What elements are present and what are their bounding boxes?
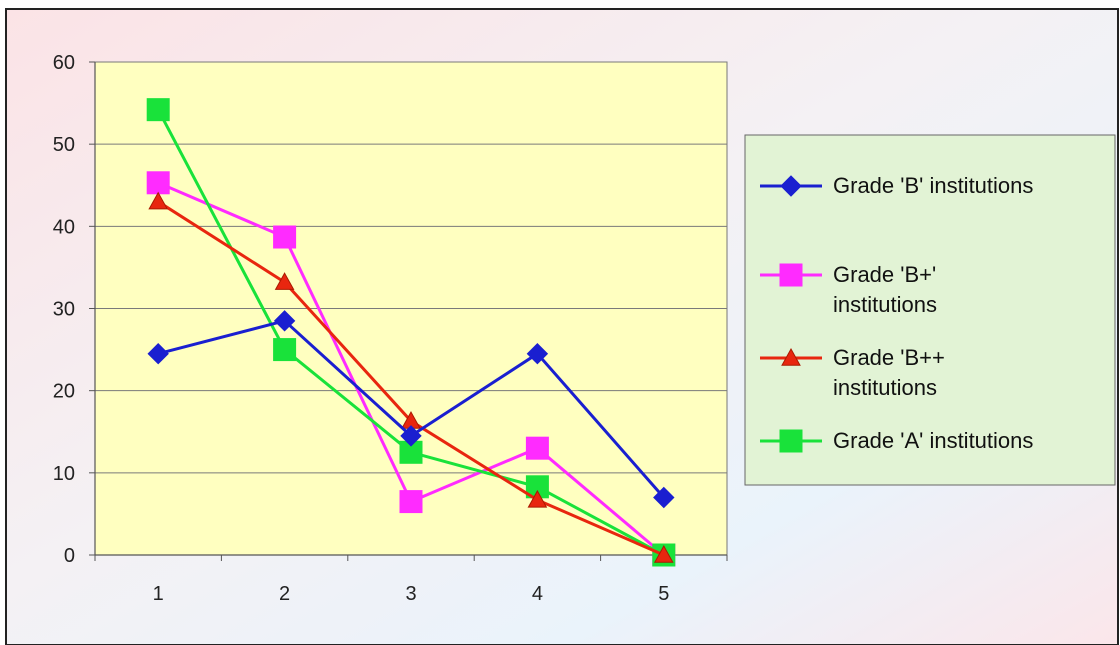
data-point — [653, 486, 675, 509]
data-point — [527, 489, 548, 508]
data-point — [653, 544, 674, 563]
series-lines — [146, 98, 676, 567]
legend-label: Grade 'B' institutions — [833, 173, 1033, 198]
y-tick-label: 0 — [64, 545, 75, 567]
x-tick-label: 2 — [279, 583, 290, 605]
data-point — [147, 342, 169, 365]
series-1 — [147, 310, 675, 509]
legend-label: Grade 'A' institutions — [833, 428, 1033, 453]
legend-label: institutions — [833, 375, 937, 400]
y-tick-label: 20 — [53, 381, 75, 403]
legend-swatch-marker — [779, 263, 803, 287]
legend: Grade 'B' institutions Grade 'B+' institut… — [744, 134, 1116, 486]
y-tick-label: 50 — [53, 134, 75, 156]
data-point — [273, 225, 297, 249]
y-tick-label: 10 — [53, 463, 75, 485]
data-point — [525, 436, 549, 460]
legend-swatch-marker — [780, 175, 802, 197]
data-point — [526, 342, 549, 365]
data-point — [148, 191, 169, 210]
data-point — [274, 272, 295, 290]
y-tick-label: 40 — [53, 216, 75, 238]
data-point — [146, 98, 170, 122]
x-tick-label: 4 — [532, 583, 543, 605]
gridlines — [95, 61, 727, 474]
x-tick-label: 3 — [405, 583, 416, 605]
legend-swatch-marker — [781, 347, 801, 366]
legend-entry: Grade 'B' institutions — [760, 173, 1033, 198]
legend-entry: Grade 'B+' institutions — [760, 262, 937, 317]
series-3 — [148, 191, 674, 563]
x-tick-label: 5 — [658, 583, 669, 605]
legend-entry: Grade 'A' institutions — [760, 428, 1033, 453]
y-tick-label: 60 — [53, 52, 75, 74]
legend-label: Grade 'B+' — [833, 262, 936, 287]
legend-swatch-marker — [779, 429, 803, 453]
legend-box — [744, 134, 1116, 486]
data-point — [400, 425, 422, 447]
data-point — [273, 310, 296, 332]
legend-label: Grade 'B++ — [833, 345, 945, 370]
data-point — [146, 171, 170, 195]
y-tick-label: 30 — [53, 299, 75, 321]
legend-entry: Grade 'B++ institutions — [760, 345, 945, 400]
series-4 — [146, 98, 676, 567]
legend-label: institutions — [833, 292, 937, 317]
x-tick-label: 1 — [153, 583, 164, 605]
data-point — [273, 338, 297, 362]
axes: 0 10 20 30 40 50 60 1 2 3 4 5 — [53, 52, 728, 605]
data-point — [399, 490, 423, 514]
